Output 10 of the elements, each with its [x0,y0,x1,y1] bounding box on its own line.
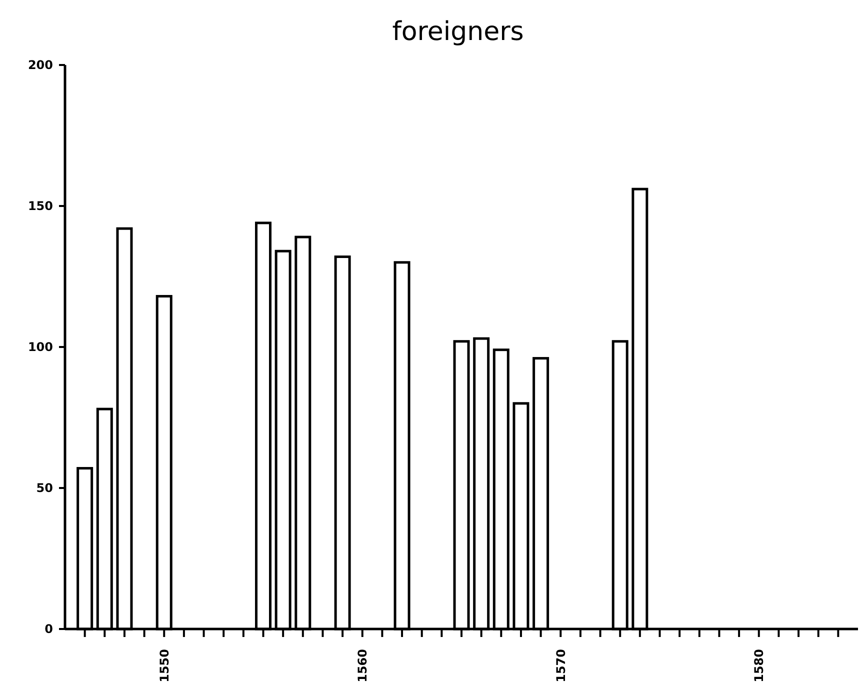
y-tick-label: 50 [36,481,53,496]
y-tick-label: 200 [28,58,53,72]
x-tick-label: 1560 [356,649,370,682]
chart-title: foreigners [392,17,524,47]
y-tick-label: 100 [28,340,53,354]
y-tick-label: 0 [44,622,53,636]
x-tick-label: 1550 [157,649,172,682]
y-tick-label: 150 [28,199,53,214]
x-tick-label: 1580 [752,649,766,682]
x-tick-label: 1570 [554,649,568,682]
